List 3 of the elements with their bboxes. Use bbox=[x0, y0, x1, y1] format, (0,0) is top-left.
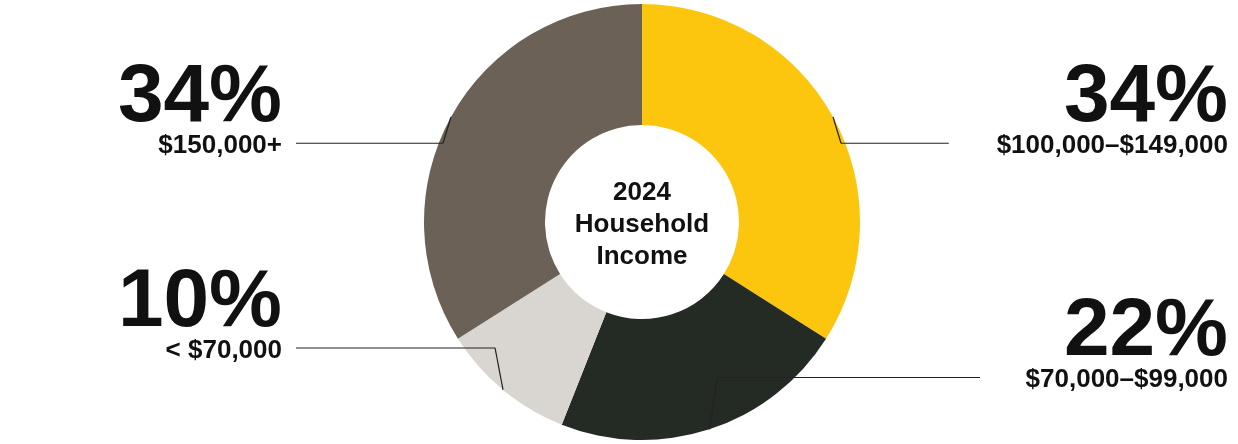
text: 2024 Household Income bbox=[574, 176, 710, 270]
donut-slice bbox=[561, 273, 827, 440]
donut-slice bbox=[457, 273, 607, 425]
